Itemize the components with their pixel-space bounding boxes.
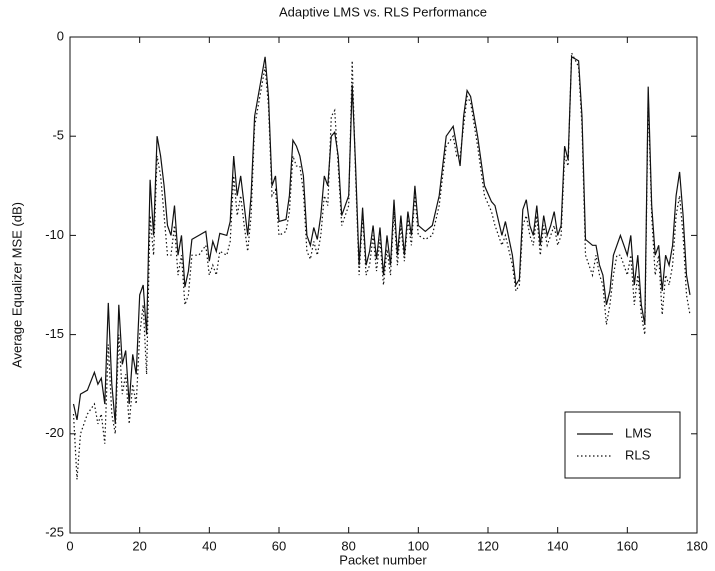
x-tick-label: 120 [477, 538, 499, 553]
data-line [72, 52, 691, 480]
x-axis-label: Packet number [339, 552, 427, 567]
chart-title: Adaptive LMS vs. RLS Performance [279, 4, 487, 19]
data-line [72, 55, 691, 424]
y-tick-label: -25 [45, 524, 64, 539]
plot-frame [69, 36, 698, 534]
y-tick-label: -10 [45, 227, 64, 242]
x-tick-label: 80 [341, 538, 355, 553]
x-tick-label: 0 [66, 538, 73, 553]
y-axis-label: Average Equalizer MSE (dB) [9, 202, 24, 368]
legend-box [564, 411, 681, 479]
x-tick-label: 100 [407, 538, 429, 553]
x-tick-label: 180 [686, 538, 708, 553]
x-tick-label: 60 [272, 538, 286, 553]
legend-label: RLS [625, 447, 651, 462]
y-tick-label: 0 [57, 28, 64, 43]
legend-label: LMS [625, 425, 652, 440]
y-tick-label: -5 [52, 128, 64, 143]
y-tick-label: -15 [45, 326, 64, 341]
x-tick-label: 140 [547, 538, 569, 553]
x-tick-label: 160 [616, 538, 638, 553]
y-tick-label: -20 [45, 425, 64, 440]
x-tick-label: 40 [202, 538, 216, 553]
x-tick-label: 20 [132, 538, 146, 553]
